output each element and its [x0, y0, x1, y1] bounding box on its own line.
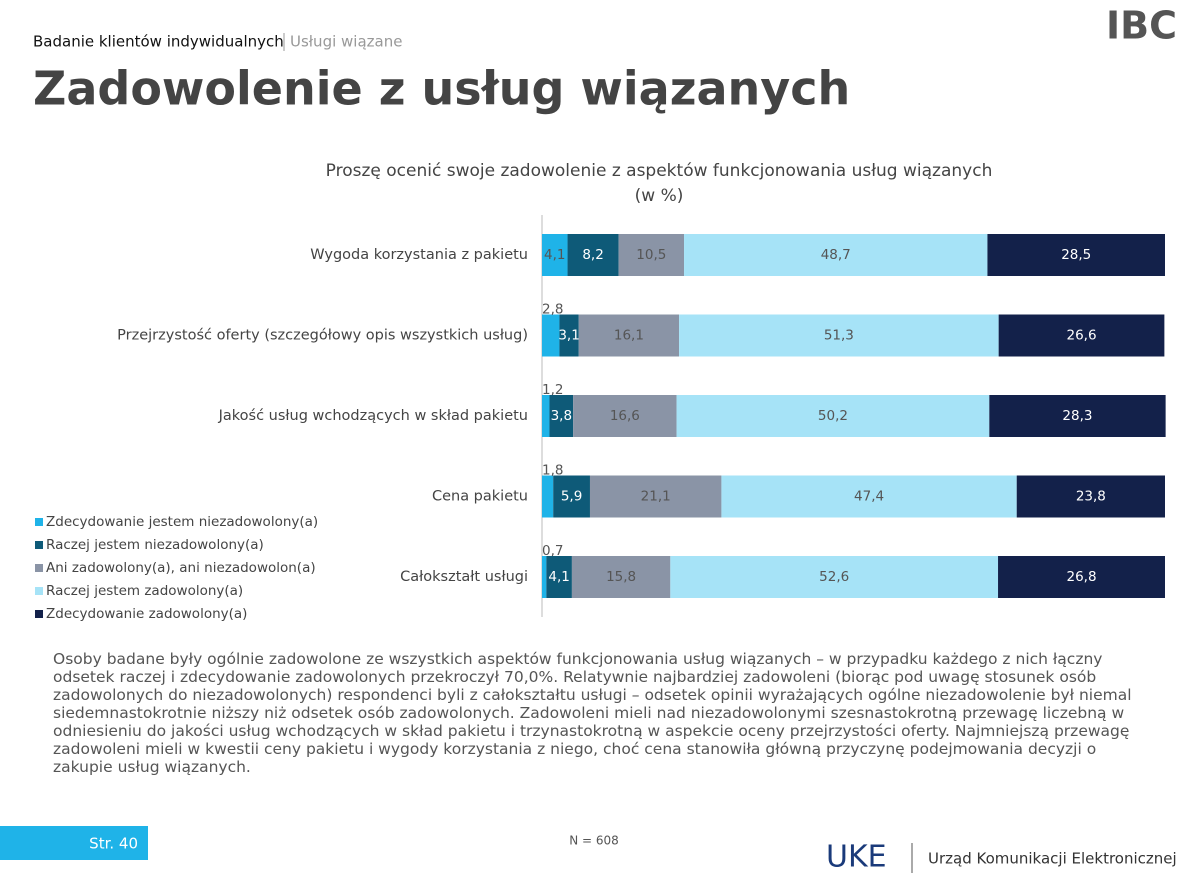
data-label: 47,4 [854, 489, 884, 505]
bar-segment [1016, 475, 1165, 518]
ibc-logo: IBC [1106, 4, 1177, 48]
description: Osoby badane były ogólnie zadowolone ze … [53, 650, 1132, 776]
data-label: 28,5 [1061, 247, 1091, 263]
data-label: 28,3 [1062, 408, 1092, 424]
bar-segment [567, 234, 619, 276]
data-label: 21,1 [641, 489, 671, 505]
bar-segment [573, 395, 677, 437]
data-label: 48,7 [821, 247, 851, 263]
bar-segment [987, 234, 1165, 276]
data-label: 1,8 [542, 463, 563, 479]
bar-segment [542, 234, 568, 276]
sample-size: N = 608 [569, 834, 619, 848]
bar-segment [549, 395, 574, 437]
bar-segment [679, 314, 999, 357]
bar-segment [542, 395, 550, 437]
legend-label: Zdecydowanie jestem niezadowolony(a) [46, 514, 318, 530]
bar-segment [553, 475, 590, 518]
bar-segment [721, 475, 1017, 518]
data-label: 3,1 [558, 328, 579, 344]
bar-segment [559, 314, 579, 357]
data-label: 51,3 [824, 328, 854, 344]
bar-segment [670, 556, 999, 598]
data-label: 26,6 [1066, 328, 1096, 344]
page-box [0, 826, 148, 860]
bar-segment [571, 556, 671, 598]
legend-swatch [35, 610, 43, 618]
bar-segment [998, 556, 1165, 598]
bar-segment [989, 395, 1166, 437]
subsection: Usługi wiązane [290, 33, 402, 51]
bar-segment [578, 314, 680, 357]
bar-segment [546, 556, 572, 598]
category-label: Jakość usług wchodzących w skład pakietu [218, 408, 528, 424]
chart-title: Proszę ocenić swoje zadowolenie z aspekt… [326, 161, 993, 181]
data-label: 52,6 [819, 569, 849, 585]
legend-swatch [35, 564, 43, 572]
bar-segment [618, 234, 685, 276]
data-label: 23,8 [1076, 489, 1106, 505]
data-label: 26,8 [1066, 569, 1096, 585]
legend-swatch [35, 587, 43, 595]
page-number: Str. 40 [89, 835, 138, 853]
institution: Urząd Komunikacji Elektronicznej [928, 850, 1177, 868]
bar-segment [684, 234, 988, 276]
category-label: Całokształt usługi [400, 569, 528, 585]
data-label: 1,2 [542, 382, 563, 398]
data-label: 50,2 [818, 408, 848, 424]
chart-subtitle: (w %) [635, 186, 684, 206]
category-label: Przejrzystość oferty (szczegółowy opis w… [117, 328, 528, 344]
category-label: Cena pakietu [432, 489, 528, 505]
bar-segment [676, 395, 990, 437]
data-label: 8,2 [582, 247, 603, 263]
category-label: Wygoda korzystania z pakietu [310, 247, 528, 263]
legend-swatch [35, 541, 43, 549]
data-label: 16,6 [610, 408, 640, 424]
data-label: 5,9 [561, 489, 582, 505]
page-title: Zadowolenie z usług wiązanych [33, 62, 850, 116]
uke-logo: UKE [826, 840, 887, 875]
bar-segment [542, 475, 554, 518]
legend-label: Raczej jestem niezadowolony(a) [46, 537, 264, 553]
data-label: 16,1 [614, 328, 644, 344]
bar-segment [998, 314, 1165, 357]
bar-segment [542, 556, 547, 598]
section: Badanie klientów indywidualnych [33, 33, 284, 51]
data-label: 2,8 [542, 302, 563, 318]
legend-label: Raczej jestem zadowolony(a) [46, 583, 243, 599]
data-label: 10,5 [636, 247, 666, 263]
data-label: 0,7 [542, 543, 563, 559]
legend-label: Ani zadowolony(a), ani niezadowolon(a) [46, 560, 316, 576]
data-label: 3,8 [551, 408, 572, 424]
data-label: 4,1 [548, 569, 569, 585]
legend-label: Zdecydowanie zadowolony(a) [46, 606, 247, 622]
data-label: 15,8 [606, 569, 636, 585]
data-label: 4,1 [544, 247, 565, 263]
legend-swatch [35, 518, 43, 526]
bar-segment [589, 475, 722, 518]
bar-segment [542, 314, 560, 357]
